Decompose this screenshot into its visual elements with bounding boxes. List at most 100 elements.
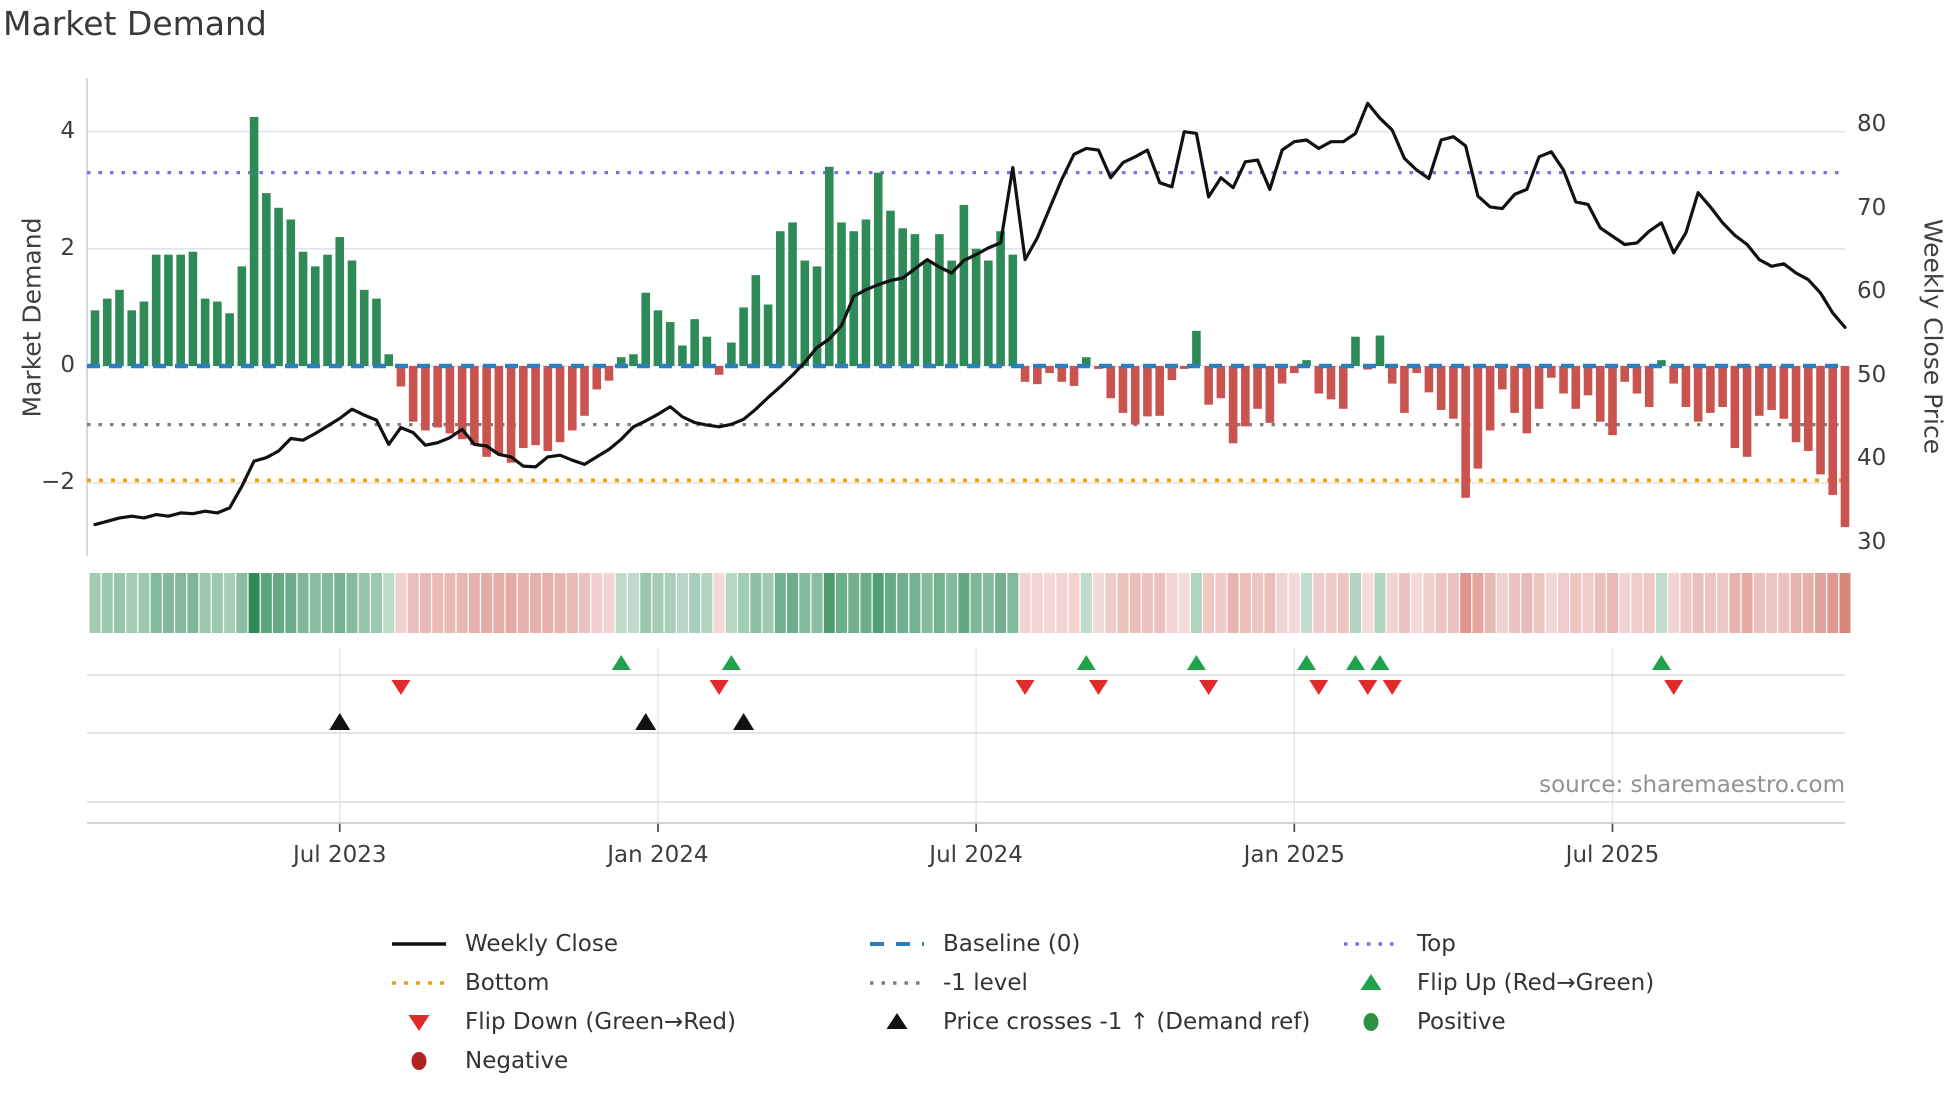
demand-bar [1791,366,1801,443]
heatmap-cell [799,573,811,633]
demand-bar [1412,366,1421,374]
heatmap-cell [1668,573,1680,633]
demand-bar [567,366,577,431]
demand-bar [555,366,565,443]
heatmap-cell [505,573,517,633]
heatmap-cell [1790,573,1802,633]
flip-down-marker [391,680,411,695]
demand-bar [702,336,712,366]
heatmap-cell [982,573,994,633]
heatmap-cell [958,573,970,633]
heatmap-cell [1802,573,1814,633]
heatmap-cell [872,573,884,633]
demand-bar [188,251,198,366]
heatmap-cell [897,573,909,633]
legend-item: Negative [388,1046,568,1076]
heatmap-cell [1619,573,1631,633]
y-axis-tick-left: 0 [60,352,75,378]
demand-bar [1020,366,1030,382]
heatmap-cell [407,573,419,633]
heatmap-cell [664,573,676,633]
heatmap-cell [1778,573,1790,633]
demand-bar [1033,366,1042,385]
heatmap-cell [1692,573,1704,633]
heatmap-cell [1643,573,1655,633]
demand-bar [200,298,210,366]
heatmap-cell [1301,573,1313,633]
demand-bar [984,260,993,366]
flip-up-marker [611,655,631,670]
demand-bar [763,304,773,366]
demand-bar [1436,366,1446,410]
flip-down-marker [1358,680,1378,695]
heatmap-cell [1521,573,1533,633]
legend-label: Bottom [465,970,550,996]
demand-bar [1094,366,1103,369]
heatmap-cell [1044,573,1056,633]
demand-bar [139,301,149,366]
heatmap-cell [689,573,701,633]
demand-bar [580,366,589,416]
demand-bar [359,289,369,366]
heatmap-cell [725,573,737,633]
demand-bar [1644,366,1654,408]
heatmap-cell [566,573,578,633]
demand-bar [592,366,602,390]
heatmap-cell [627,573,639,633]
page-title: Market Demand [3,4,267,43]
demand-bar [1400,366,1409,413]
demand-bar [1718,366,1727,408]
demand-bar [164,254,173,366]
heatmap-cell [615,573,627,633]
heatmap-cell [1460,573,1472,633]
heatmap-cell [1092,573,1104,633]
heatmap-cell [309,573,321,633]
demand-bar [788,222,797,366]
heatmap-cell [1264,573,1276,633]
demand-bar [237,266,247,366]
demand-bar [531,366,540,446]
demand-bar [1192,330,1201,366]
demand-bar [1118,366,1128,413]
demand-bar [225,313,234,366]
demand-bar [262,193,271,366]
price-cross-marker [635,713,657,730]
demand-bar [1461,366,1470,498]
circle-green-icon [1340,1010,1404,1034]
demand-bar [1706,366,1715,413]
demand-bar [1228,366,1238,444]
demand-bar [1265,366,1275,423]
demand-bar [1534,366,1544,409]
demand-bar [1057,366,1067,382]
heatmap-cell [591,573,603,633]
demand-bar [1620,366,1630,382]
heatmap-cell [1496,573,1508,633]
heatmap-cell [1484,573,1496,633]
heatmap-cell [113,573,125,633]
heatmap-cell [554,573,566,633]
heatmap-cell [1252,573,1264,633]
demand-bar [151,254,161,366]
demand-bar [1632,366,1642,394]
legend-label: Negative [465,1048,569,1074]
heatmap-cell [1056,573,1068,633]
flip-up-marker [1297,655,1317,670]
heatmap-cell [995,573,1007,633]
heatmap-cell [358,573,370,633]
flip-up-marker [1370,655,1390,670]
demand-bar [1828,366,1838,495]
heatmap-cell [750,573,762,633]
heatmap-cell [1203,573,1215,633]
heatmap-cell [260,573,272,633]
heatmap-cell [970,573,982,633]
demand-bar [604,366,614,381]
y-axis-tick-right: 80 [1857,111,1887,137]
demand-bar [1498,366,1507,390]
demand-bar [1840,366,1850,528]
legend-label: Price crosses -1 ↑ (Demand ref) [943,1009,1311,1035]
dot-purple-icon [1340,932,1404,956]
heatmap-cell [444,573,456,633]
legend-label: Weekly Close [465,931,618,957]
heatmap-cell [248,573,260,633]
demand-bar [1314,366,1324,394]
